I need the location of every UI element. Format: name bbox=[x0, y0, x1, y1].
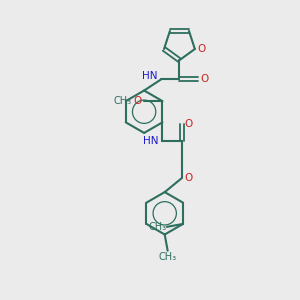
Text: HN: HN bbox=[143, 136, 159, 146]
Text: O: O bbox=[134, 96, 142, 106]
Text: CH₃: CH₃ bbox=[159, 252, 177, 262]
Text: O: O bbox=[184, 119, 192, 129]
Text: O: O bbox=[197, 44, 206, 54]
Text: O: O bbox=[200, 74, 208, 84]
Text: CH₃: CH₃ bbox=[114, 96, 132, 106]
Text: CH₃: CH₃ bbox=[149, 222, 167, 232]
Text: HN: HN bbox=[142, 71, 158, 81]
Text: O: O bbox=[185, 173, 193, 183]
